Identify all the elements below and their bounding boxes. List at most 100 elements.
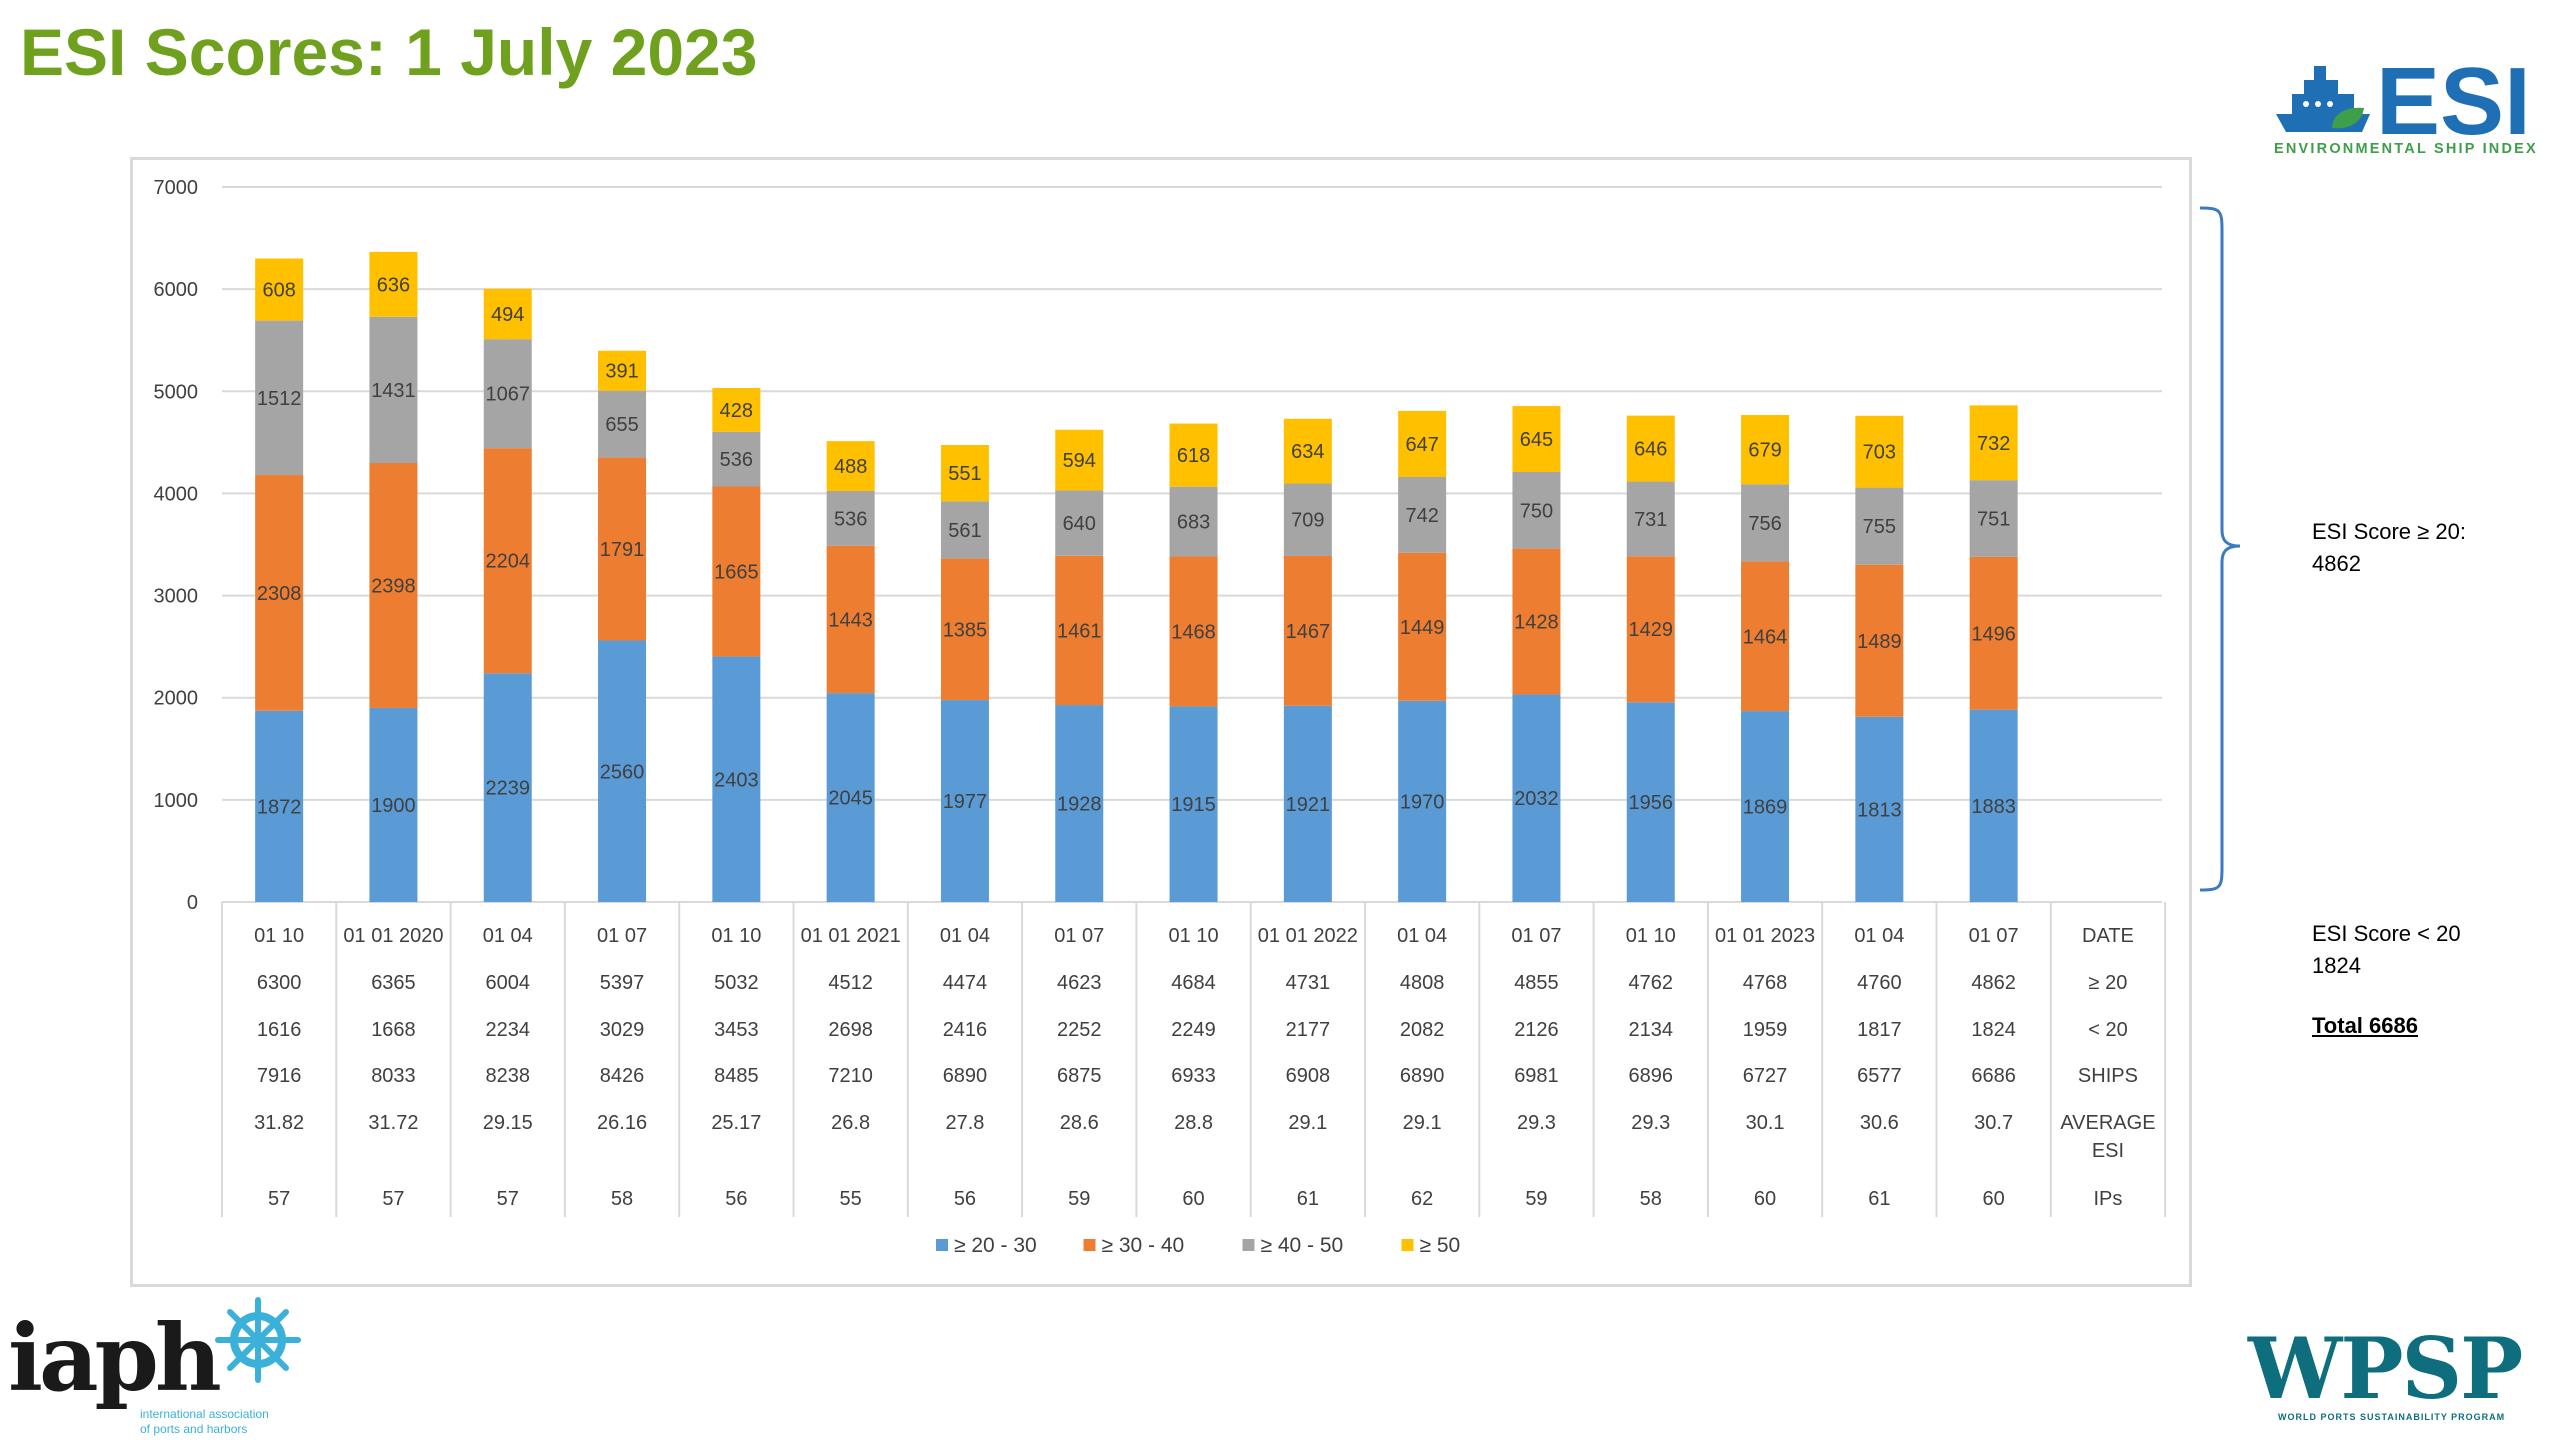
table-cell: 01 01 2023 xyxy=(1715,925,1815,947)
bar-value-label: 1067 xyxy=(486,384,531,406)
table-cell: 4684 xyxy=(1171,972,1216,994)
table-cell: 4512 xyxy=(828,972,873,994)
bar-value-label: 2204 xyxy=(486,551,531,573)
bar-value-label: 1956 xyxy=(1629,792,1674,814)
bar-value-label: 618 xyxy=(1177,445,1210,467)
bar-segment xyxy=(1169,556,1218,707)
bar-segment xyxy=(1169,486,1218,557)
y-tick-label: 2000 xyxy=(154,688,199,710)
table-cell: 62 xyxy=(1411,1188,1433,1210)
table-cell: 6686 xyxy=(1971,1065,2016,1087)
bar-segment xyxy=(1855,564,1904,717)
table-cell: 57 xyxy=(382,1188,404,1210)
table-cell: 61 xyxy=(1297,1188,1319,1210)
bar-value-label: 536 xyxy=(720,449,753,471)
table-cell: 60 xyxy=(1983,1188,2005,1210)
y-tick-label: 5000 xyxy=(154,381,199,403)
y-tick-label: 4000 xyxy=(154,483,199,505)
wpsp-logo-name: WPSP xyxy=(2247,1320,2522,1418)
bar-segment xyxy=(483,673,532,902)
table-cell: 01 04 xyxy=(483,925,533,947)
table-cell: 01 01 2021 xyxy=(801,925,901,947)
table-cell: 01 10 xyxy=(254,925,304,947)
table-cell: 4768 xyxy=(1743,972,1788,994)
bar-segment xyxy=(1055,705,1104,902)
table-cell: 6890 xyxy=(943,1065,988,1087)
bar-segment xyxy=(1741,561,1790,712)
bar-value-label: 679 xyxy=(1748,440,1781,462)
bar-segment xyxy=(1969,405,2018,481)
bar-segment xyxy=(483,448,532,674)
table-cell: 30.7 xyxy=(1974,1112,2013,1134)
table-cell: 30.1 xyxy=(1746,1112,1785,1134)
table-cell: 6933 xyxy=(1171,1065,1216,1087)
table-cell: 55 xyxy=(840,1188,862,1210)
esi-logo-tagline: ENVIRONMENTAL SHIP INDEX xyxy=(2274,141,2538,156)
table-row-label: AVERAGE xyxy=(2060,1112,2155,1134)
chart-frame xyxy=(130,157,2192,1287)
table-cell: 1824 xyxy=(1971,1019,2016,1041)
legend-swatch xyxy=(1401,1239,1414,1251)
table-cell: 1668 xyxy=(371,1019,416,1041)
bar-segment xyxy=(255,320,304,476)
esi-logo-name: ESI xyxy=(2376,48,2531,155)
table-cell: 2126 xyxy=(1514,1019,1559,1041)
bar-segment xyxy=(1398,410,1447,477)
bar-value-label: 1431 xyxy=(371,380,416,402)
legend-label: ≥ 30 - 40 xyxy=(1102,1234,1185,1257)
bar-value-label: 1900 xyxy=(371,795,416,817)
table-row-label: SHIPS xyxy=(2078,1065,2138,1087)
table-cell: 29.1 xyxy=(1288,1112,1327,1134)
table-cell: 2082 xyxy=(1400,1019,1445,1041)
bar-value-label: 536 xyxy=(834,508,867,530)
table-cell: 5032 xyxy=(714,972,759,994)
bar-value-label: 1791 xyxy=(600,539,645,561)
table-cell: 01 04 xyxy=(1397,925,1447,947)
table-cell: 27.8 xyxy=(945,1112,984,1134)
y-tick-label: 1000 xyxy=(154,790,199,812)
table-cell: 4474 xyxy=(943,972,988,994)
bar-value-label: 488 xyxy=(834,456,867,478)
table-cell: 4808 xyxy=(1400,972,1445,994)
table-cell: 25.17 xyxy=(711,1112,761,1134)
bar-value-label: 551 xyxy=(948,463,981,485)
table-cell: 59 xyxy=(1068,1188,1090,1210)
table-cell: 01 01 2022 xyxy=(1258,925,1358,947)
bar-segment xyxy=(598,640,647,902)
bar-segment xyxy=(1283,418,1332,484)
bar-value-label: 2239 xyxy=(486,778,531,800)
table-cell: 01 07 xyxy=(1054,925,1104,947)
bar-value-label: 494 xyxy=(491,304,524,326)
bar-segment xyxy=(1741,414,1790,485)
y-tick-label: 6000 xyxy=(154,279,199,301)
table-cell: 2698 xyxy=(828,1019,873,1041)
bar-value-label: 636 xyxy=(377,274,410,296)
bar-value-label: 755 xyxy=(1863,516,1896,538)
table-cell: 01 04 xyxy=(940,925,990,947)
bar-segment xyxy=(1626,415,1675,482)
bar-value-label: 646 xyxy=(1634,439,1667,461)
bar-value-label: 1467 xyxy=(1286,621,1331,643)
bar-value-label: 1977 xyxy=(943,791,988,813)
table-cell: 30.6 xyxy=(1860,1112,1899,1134)
table-cell: 59 xyxy=(1525,1188,1547,1210)
table-cell: 2252 xyxy=(1057,1019,1102,1041)
bar-segment xyxy=(1055,555,1104,706)
table-cell: 8033 xyxy=(371,1065,416,1087)
y-tick-label: 7000 xyxy=(154,177,199,199)
bar-value-label: 640 xyxy=(1063,513,1096,535)
above-20-label: ESI Score ≥ 20: xyxy=(2312,519,2466,544)
table-cell: 01 10 xyxy=(1626,925,1676,947)
bar-segment xyxy=(369,316,418,463)
bar-segment xyxy=(369,462,418,708)
bar-segment xyxy=(1055,429,1104,491)
table-row-label: ESI xyxy=(2092,1140,2124,1162)
bar-value-label: 732 xyxy=(1977,433,2010,455)
table-cell: 01 07 xyxy=(1511,925,1561,947)
bar-value-label: 750 xyxy=(1520,500,1553,522)
table-cell: 6908 xyxy=(1286,1065,1331,1087)
table-cell: 58 xyxy=(1640,1188,1662,1210)
bar-value-label: 1928 xyxy=(1057,794,1102,816)
bar-segment xyxy=(1626,556,1675,703)
bar-value-label: 756 xyxy=(1748,513,1781,535)
